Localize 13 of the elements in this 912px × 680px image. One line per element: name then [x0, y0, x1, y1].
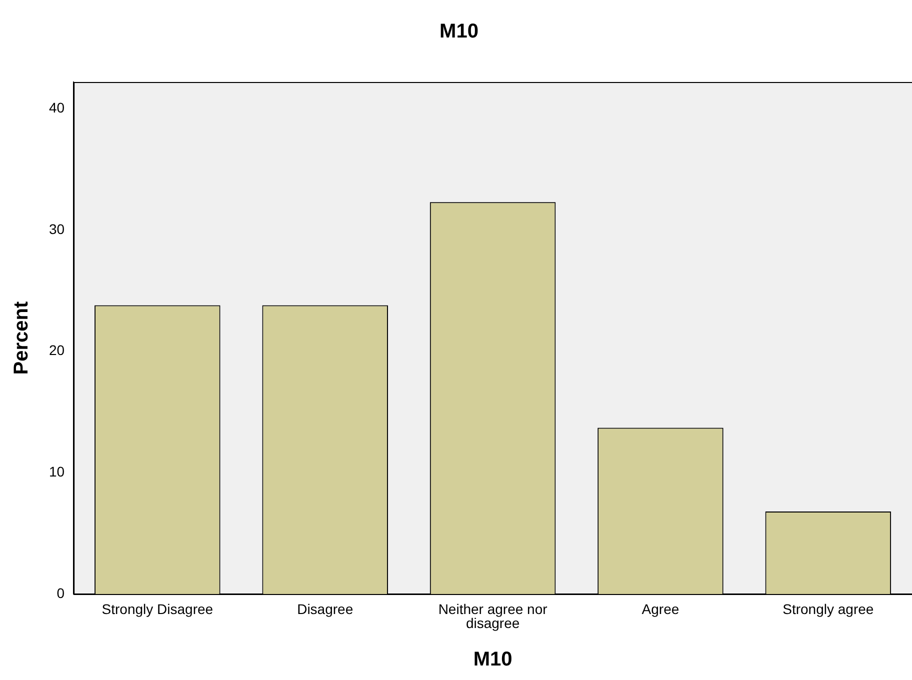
x-tick-label: Agree [642, 600, 680, 617]
y-tick-label: 10 [48, 464, 65, 480]
x-tick-label: Neither agree nor disagree [438, 600, 548, 631]
y-tick-label: 40 [48, 100, 65, 116]
y-tick-label: 20 [48, 342, 65, 358]
chart-title: M10 [440, 20, 478, 43]
y-axis-title: Percent [10, 300, 33, 375]
x-tick-label: Strongly Disagree [102, 600, 214, 617]
x-axis-title: M10 [473, 648, 512, 671]
y-tick-label: 30 [48, 220, 65, 237]
x-tick-label: Strongly agree [782, 600, 874, 617]
y-tick-label: 0 [56, 584, 65, 601]
x-tick-label: Disagree [297, 600, 354, 617]
